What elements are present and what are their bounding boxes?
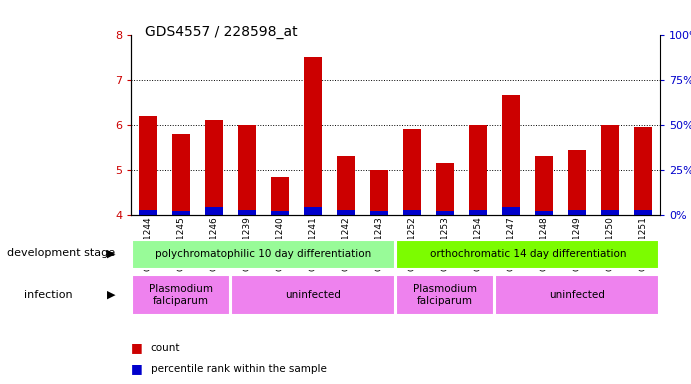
Bar [568,210,587,215]
Bar [205,207,223,215]
Bar [495,275,659,314]
Bar [469,125,487,215]
Bar [370,212,388,215]
Bar [238,210,256,215]
Text: GDS4557 / 228598_at: GDS4557 / 228598_at [145,25,298,39]
Text: polychromatophilic 10 day differentiation: polychromatophilic 10 day differentiatio… [155,249,372,260]
Text: ■: ■ [131,341,143,354]
Text: percentile rank within the sample: percentile rank within the sample [151,364,327,374]
Bar [436,212,454,215]
Bar [601,125,619,215]
Bar [502,96,520,215]
Text: ▶: ▶ [107,290,115,300]
Text: ■: ■ [131,362,143,375]
Bar [634,210,652,215]
Bar [536,212,553,215]
Text: uninfected: uninfected [285,290,341,300]
Bar [403,129,422,215]
Bar [231,275,395,314]
Bar [132,240,395,269]
Bar [172,210,190,215]
Bar [271,177,289,215]
Bar [304,57,322,215]
Text: Plasmodium
falciparum: Plasmodium falciparum [413,284,477,306]
Bar [568,150,587,215]
Text: uninfected: uninfected [549,290,605,300]
Bar [370,170,388,215]
Bar [469,210,487,215]
Bar [139,210,157,215]
Bar [436,163,454,215]
Text: infection: infection [24,290,73,300]
Bar [403,210,422,215]
Bar [139,116,157,215]
Bar [238,125,256,215]
Bar [132,275,229,314]
Bar [205,120,223,215]
Text: count: count [151,343,180,353]
Bar [271,212,289,215]
Bar [634,127,652,215]
Bar [337,210,355,215]
Bar [396,275,494,314]
Bar [601,210,619,215]
Bar [396,240,659,269]
Text: development stage: development stage [7,248,115,258]
Text: Plasmodium
falciparum: Plasmodium falciparum [149,284,213,306]
Bar [502,207,520,215]
Text: orthochromatic 14 day differentiation: orthochromatic 14 day differentiation [430,249,626,260]
Bar [304,207,322,215]
Bar [536,156,553,215]
Text: ▶: ▶ [107,248,115,258]
Bar [172,134,190,215]
Bar [337,156,355,215]
